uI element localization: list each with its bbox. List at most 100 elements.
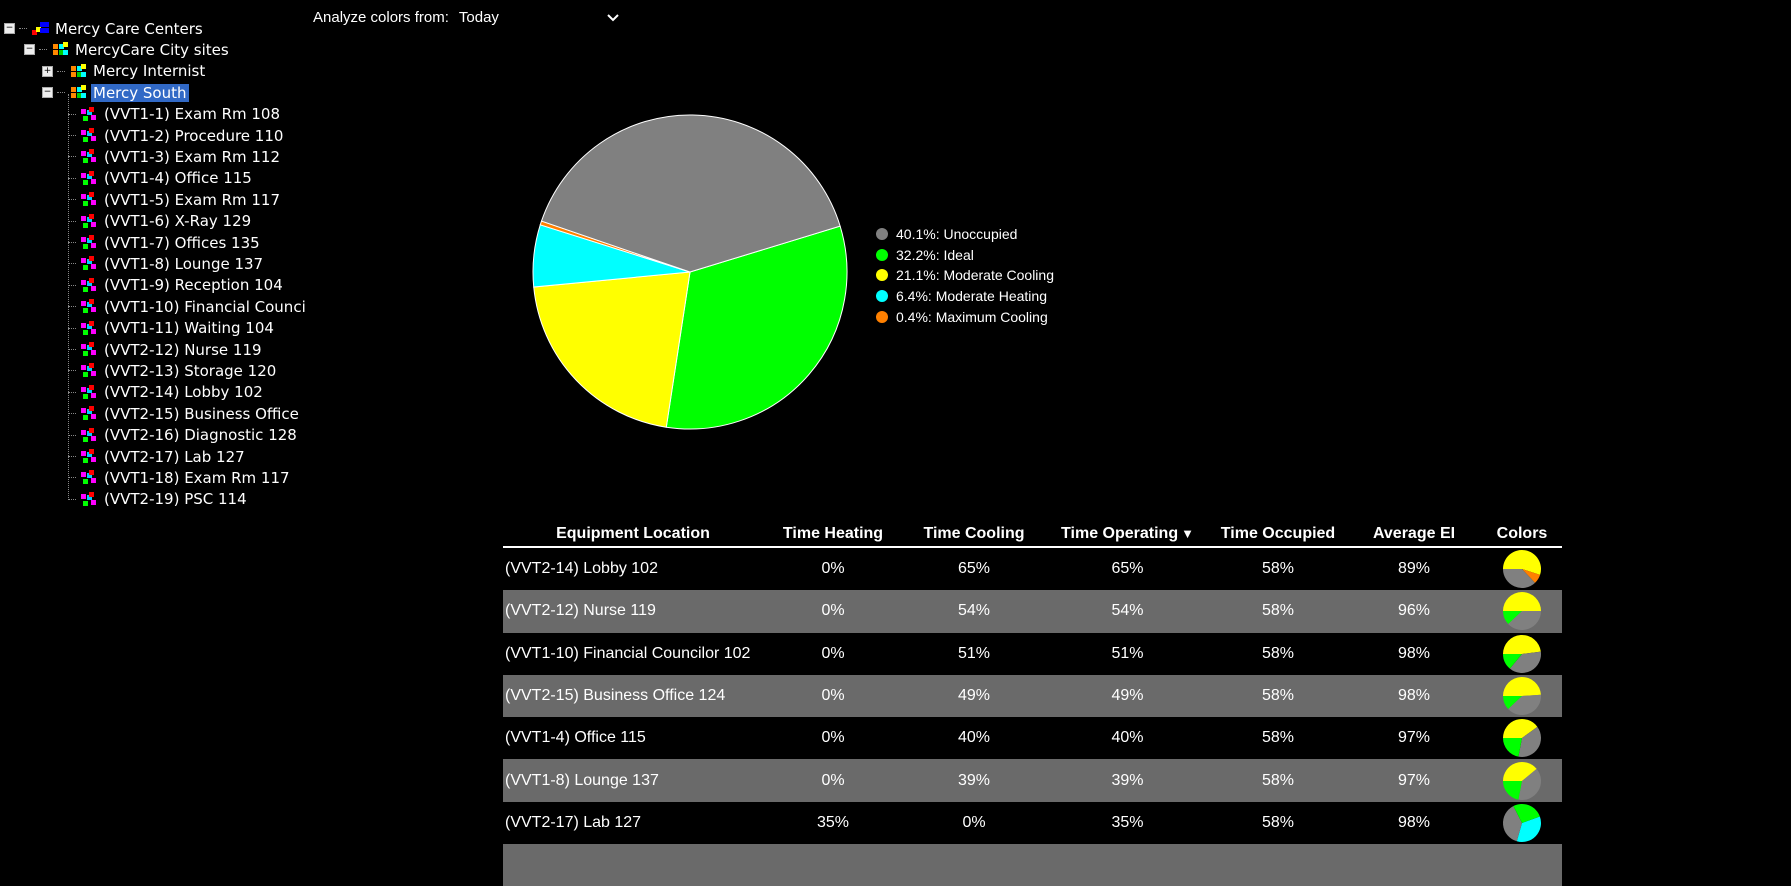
cell-cool: 40% <box>957 729 991 747</box>
tree-connector <box>68 498 76 500</box>
pie-slice-unoccupied <box>540 114 841 273</box>
unit-icon <box>79 234 97 251</box>
tree-node-root[interactable]: − Mercy Care Centers <box>4 18 205 39</box>
legend-item: 21.1%: Moderate Cooling <box>876 265 1054 286</box>
tree-label: Mercy Internist <box>93 62 206 81</box>
pie-slice-ideal <box>1513 803 1540 823</box>
cell-op: 35% <box>1111 813 1144 831</box>
tree-node-site[interactable]: + Mercy Internist <box>42 61 207 82</box>
tree-label: (VVT1-9) Reception 104 <box>104 276 283 295</box>
chevron-down-icon <box>607 13 619 21</box>
legend-label: 40.1%: Unoccupied <box>896 226 1018 243</box>
tree-node-unit[interactable]: (VVT1-6) X-Ray 129 <box>68 211 253 232</box>
column-header-average-ei[interactable]: Average EI <box>1346 522 1482 548</box>
table-row[interactable]: (VVT2-15) Business Office 124 0% 49% 49% 58%… <box>503 674 1562 718</box>
building-icon <box>30 20 49 37</box>
tree-label: (VVT1-1) Exam Rm 108 <box>104 105 281 124</box>
tree-node-unit[interactable]: (VVT2-15) Business Office <box>68 403 301 424</box>
tree-node-unit[interactable]: (VVT1-8) Lounge 137 <box>68 253 265 274</box>
tree-node-unit[interactable]: (VVT1-2) Procedure 110 <box>68 125 285 146</box>
tree-node-unit[interactable]: (VVT1-1) Exam Rm 108 <box>68 104 282 125</box>
expand-icon[interactable]: + <box>42 65 53 77</box>
cell-cool: 39% <box>903 759 1045 802</box>
tree-node-unit[interactable]: (VVT2-17) Lab 127 <box>68 446 247 467</box>
unit-icon <box>79 255 97 272</box>
collapse-icon[interactable]: − <box>42 87 53 99</box>
tree-node-unit[interactable]: (VVT1-7) Offices 135 <box>68 232 262 253</box>
pie-slice-ideal <box>1503 738 1522 757</box>
tree-connector <box>68 242 76 243</box>
legend-label: 32.2%: Ideal <box>896 246 974 263</box>
tree-connector <box>68 327 76 329</box>
cell-ei: 97% <box>1397 729 1431 747</box>
table-row[interactable]: (VVT1-4) Office 115 0% 40% 40% 58% 97% <box>503 717 1562 759</box>
tree-node-unit[interactable]: (VVT2-12) Nurse 119 <box>68 339 264 360</box>
tree-node-unit[interactable]: (VVT2-14) Lobby 102 <box>68 382 265 403</box>
tree-connector <box>68 177 76 179</box>
unit-icon <box>79 469 97 486</box>
cell-ei: 89% <box>1397 560 1431 578</box>
cell-heat: 35% <box>816 813 850 831</box>
tree-node-site-selected[interactable]: − Mercy South <box>42 82 189 103</box>
tree-connector <box>68 284 76 286</box>
column-header-time-occupied[interactable]: Time Occupied <box>1210 522 1346 548</box>
period-value: Today <box>458 9 499 26</box>
tree-label: Mercy South <box>91 83 189 102</box>
pie-slice-moderate-cooling <box>1503 761 1537 781</box>
sort-desc-icon[interactable]: ▼ <box>1181 526 1194 541</box>
table-row[interactable]: (VVT2-14) Lobby 102 0% 65% 65% 58% 89% <box>503 547 1562 590</box>
cell-op: 65% <box>1111 560 1144 578</box>
site-icon <box>68 63 86 80</box>
tree-node-unit[interactable]: (VVT1-10) Financial Counci <box>68 296 308 317</box>
table-row[interactable]: (VVT2-17) Lab 127 35% 0% 35% 58% 98% <box>503 802 1562 844</box>
tree-connector <box>68 135 76 136</box>
table-row[interactable]: (VVT1-10) Financial Councilor 102 0% 51% 51… <box>503 633 1562 675</box>
tree-node-unit[interactable]: (VVT1-18) Exam Rm 117 <box>68 467 292 488</box>
collapse-icon[interactable]: − <box>4 23 15 34</box>
tree-node-unit[interactable]: (VVT1-5) Exam Rm 117 <box>68 189 282 210</box>
unit-icon <box>79 341 97 358</box>
column-header-time-operating[interactable]: Time Operating ▼ <box>1045 522 1210 548</box>
unit-icon <box>79 298 97 315</box>
cell-ei: 96% <box>1346 590 1482 633</box>
cell-heat: 0% <box>763 674 903 718</box>
tree-node-group[interactable]: − MercyCare City sites <box>24 39 231 60</box>
cell-colors <box>1482 802 1562 844</box>
cell-ei: 98% <box>1397 813 1431 831</box>
pie-slice-ideal <box>1503 653 1522 669</box>
pie-slice-unoccupied <box>1503 806 1522 842</box>
tree-label: (VVT1-8) Lounge 137 <box>104 254 264 273</box>
mini-pie-chart <box>1503 761 1541 800</box>
tree-connector <box>68 263 76 265</box>
tree-connector <box>68 456 76 457</box>
header-label: Time Cooling <box>923 525 1025 542</box>
site-icon <box>50 41 68 58</box>
tree-node-unit[interactable]: (VVT1-11) Waiting 104 <box>68 318 276 339</box>
tree-node-unit[interactable]: (VVT2-19) PSC 114 <box>68 489 249 510</box>
table-row[interactable]: (VVT1-8) Lounge 137 0% 39% 39% 58% 97% <box>503 759 1562 802</box>
tree-node-unit[interactable]: (VVT1-9) Reception 104 <box>68 275 285 296</box>
header-label: Colors <box>1496 525 1548 542</box>
header-label: Time Occupied <box>1220 525 1336 542</box>
column-header-equipment-location[interactable]: Equipment Location <box>503 522 763 548</box>
collapse-icon[interactable]: − <box>24 44 35 56</box>
pie-slice-ideal <box>665 225 848 430</box>
cell-cool: 65% <box>957 560 991 578</box>
column-header-time-cooling[interactable]: Time Cooling <box>903 522 1045 548</box>
legend-swatch <box>876 290 888 303</box>
column-header-colors[interactable]: Colors <box>1482 522 1562 548</box>
column-header-time-heating[interactable]: Time Heating <box>763 522 903 548</box>
table-row[interactable] <box>503 844 1562 886</box>
tree-label: (VVT1-2) Procedure 110 <box>104 126 284 145</box>
tree-node-unit[interactable]: (VVT1-3) Exam Rm 112 <box>68 146 282 167</box>
table-row[interactable]: (VVT2-12) Nurse 119 0% 54% 54% 58% 96% <box>503 590 1562 633</box>
tree-node-unit[interactable]: (VVT2-16) Diagnostic 128 <box>68 425 299 446</box>
period-select[interactable]: Today <box>459 9 619 26</box>
tree-node-unit[interactable]: (VVT1-4) Office 115 <box>68 168 254 189</box>
tree-label: (VVT2-19) PSC 114 <box>104 490 247 509</box>
tree-node-unit[interactable]: (VVT2-13) Storage 120 <box>68 360 278 381</box>
tree-label: (VVT2-17) Lab 127 <box>104 447 245 466</box>
pie-slice-unoccupied <box>1508 611 1541 631</box>
unit-icon <box>79 405 97 422</box>
mini-pie-chart <box>1503 634 1541 673</box>
